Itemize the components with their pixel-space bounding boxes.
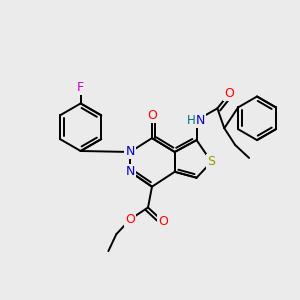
Text: N: N (196, 114, 205, 127)
Text: H: H (187, 114, 196, 127)
Text: N: N (125, 146, 135, 158)
Text: O: O (158, 215, 168, 228)
Text: S: S (207, 155, 215, 168)
Text: O: O (147, 109, 157, 122)
Text: O: O (125, 213, 135, 226)
Text: N: N (125, 165, 135, 178)
Text: F: F (77, 81, 84, 94)
Text: O: O (224, 87, 234, 100)
